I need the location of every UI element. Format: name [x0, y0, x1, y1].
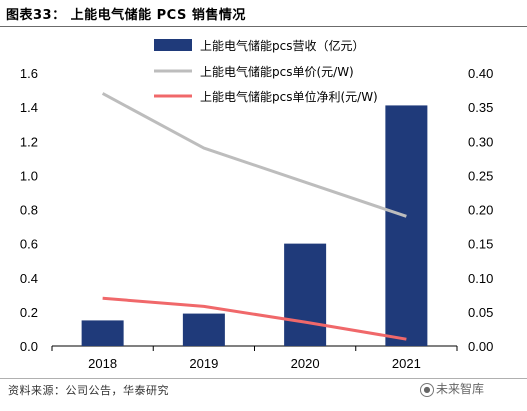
x-tick-label: 2018 [88, 356, 117, 371]
line-series [101, 92, 407, 341]
title-divider [0, 26, 527, 27]
legend-label: 上能电气储能pcs单位净利(元/W) [200, 89, 378, 104]
chat-bubble-icon: ● [420, 382, 434, 397]
left-y-tick-label: 1.6 [20, 66, 38, 81]
x-tick-label: 2021 [392, 356, 421, 371]
legend-label: 上能电气储能pcs单价(元/W) [200, 64, 354, 79]
footer-divider [0, 378, 527, 379]
right-y-tick-label: 0.05 [468, 305, 493, 320]
legend-swatch-bar [154, 39, 192, 51]
left-y-tick-label: 0.6 [20, 237, 38, 252]
left-y-tick-label: 0.8 [20, 203, 38, 218]
chart-legend: 上能电气储能pcs营收（亿元） 上能电气储能pcs单价(元/W) 上能电气储能pcs… [154, 38, 378, 104]
bar-series [81, 105, 428, 346]
watermark-text: 未来智库 [436, 382, 485, 396]
chart-axes: 2018 2019 2020 2021 0.0 0.2 0.4 0.6 0.8 1.0 1.2 1.4… [20, 66, 493, 371]
left-y-tick-label: 0.4 [20, 271, 38, 286]
right-y-tick-label: 0.35 [468, 100, 493, 115]
right-y-tick-label: 0.00 [468, 339, 493, 354]
right-y-tick-label: 0.10 [468, 271, 493, 286]
bar-2019 [182, 313, 225, 346]
bar-2021 [385, 105, 428, 346]
bar-2020 [284, 243, 327, 346]
line-series-2 [102, 296, 407, 341]
chart-area: 2018 2019 2020 2021 0.0 0.2 0.4 0.6 0.8 1.0 1.2 1.4… [20, 38, 493, 371]
source-note: 资料来源：公司公告，华泰研究 [8, 384, 169, 397]
left-y-tick-label: 1.4 [20, 100, 38, 115]
watermark: ● 未来智库 [420, 380, 484, 397]
right-y-tick-label: 0.25 [468, 168, 493, 183]
legend-label: 上能电气储能pcs营收（亿元） [200, 38, 364, 53]
x-tick-label: 2020 [291, 356, 320, 371]
left-y-tick-label: 1.0 [20, 168, 38, 183]
x-tick-label: 2019 [189, 356, 218, 371]
left-y-tick-label: 0.2 [20, 305, 38, 320]
left-y-tick-label: 1.2 [20, 134, 38, 149]
right-y-tick-label: 0.40 [468, 66, 493, 81]
bar-2018 [81, 320, 124, 346]
right-y-tick-label: 0.15 [468, 237, 493, 252]
line-series-1 [101, 92, 407, 218]
chart-title: 图表33： 上能电气储能 PCS 销售情况 [6, 8, 246, 23]
left-y-tick-label: 0.0 [20, 339, 38, 354]
right-y-tick-label: 0.30 [468, 134, 493, 149]
right-y-tick-label: 0.20 [468, 203, 493, 218]
